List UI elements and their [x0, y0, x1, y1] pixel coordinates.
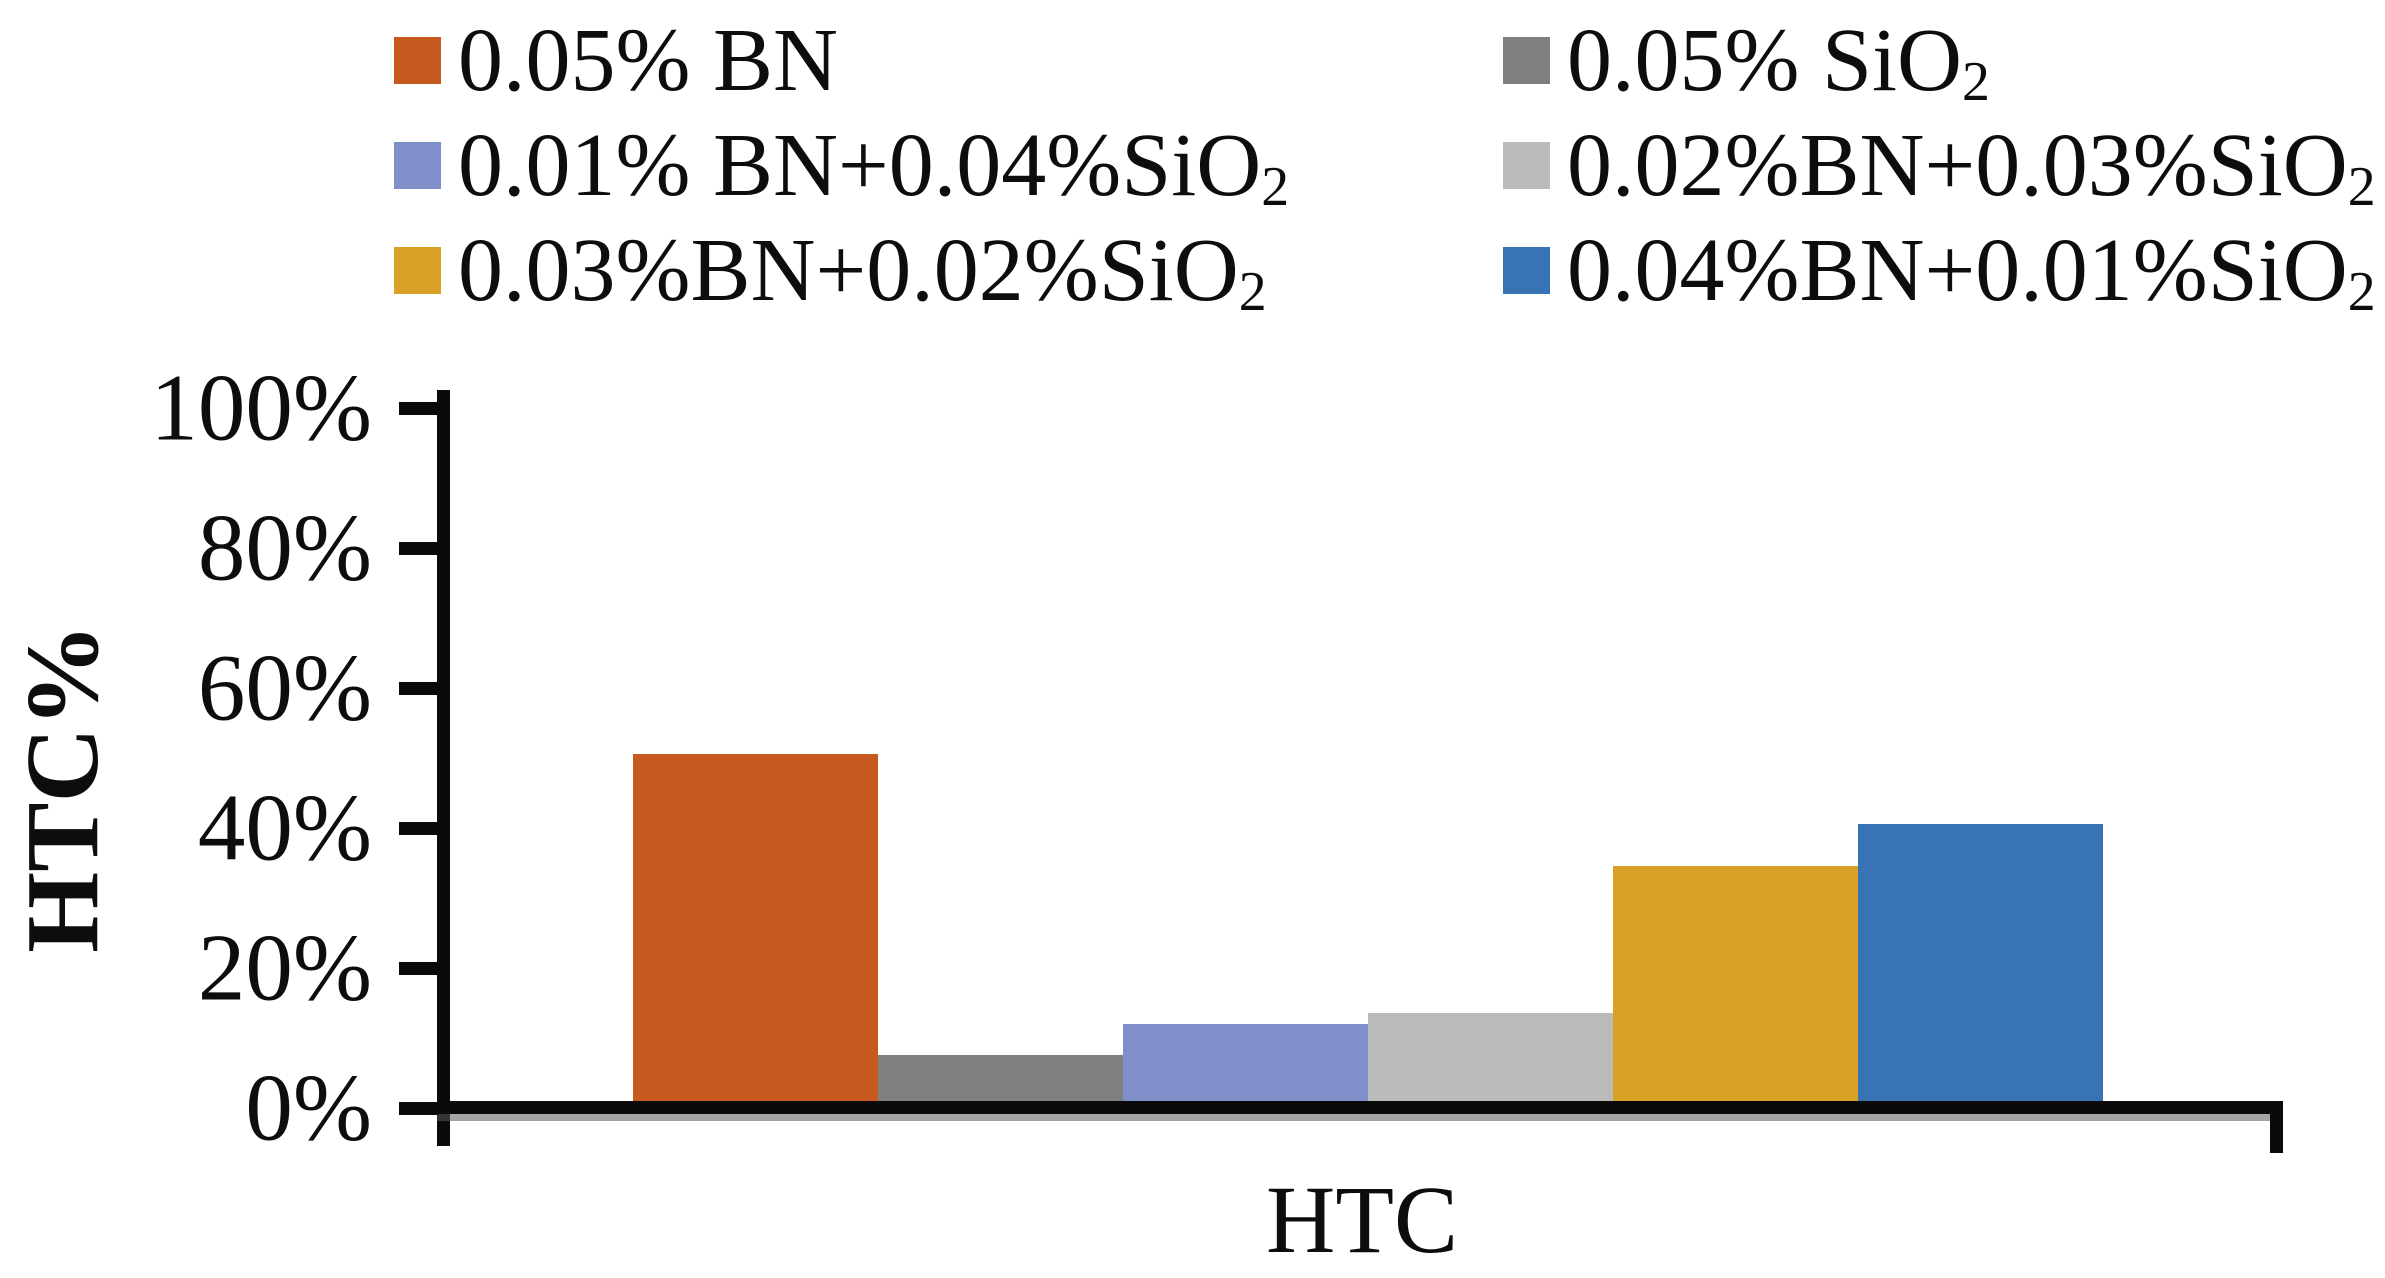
legend-label-subscript: 2 [2347, 260, 2376, 323]
y-axis [437, 390, 450, 1146]
legend-item: 0.03%BN+0.02%SiO2 [394, 218, 1503, 323]
y-tick [399, 682, 438, 695]
legend-label: 0.01% BN+0.04%SiO2 [458, 115, 1290, 218]
y-tick [399, 822, 438, 835]
bar-6 [1858, 824, 2103, 1104]
x-axis [437, 1101, 2283, 1114]
legend-swatch [394, 37, 441, 84]
bar-1 [633, 754, 878, 1104]
legend-label: 0.03%BN+0.02%SiO2 [458, 220, 1267, 323]
y-tick-label: 20% [197, 914, 372, 1021]
bar-4 [1368, 1013, 1613, 1104]
legend-label: 0.02%BN+0.03%SiO2 [1567, 115, 2376, 218]
legend: 0.05% BN 0.05% SiO2 0.01% BN+0.04%SiO2 0.02… [394, 8, 2385, 323]
legend-label: 0.04%BN+0.01%SiO2 [1567, 220, 2376, 323]
y-tick-label: 80% [197, 494, 372, 601]
legend-item: 0.05% SiO2 [1503, 8, 2385, 113]
y-tick [399, 1102, 438, 1115]
legend-label: 0.05% BN [458, 10, 838, 110]
y-tick [399, 402, 438, 415]
y-tick-label: 0% [245, 1054, 372, 1161]
bar-2 [878, 1055, 1123, 1104]
legend-swatch [394, 142, 441, 189]
y-tick [399, 542, 438, 555]
legend-label-subscript: 2 [1238, 260, 1267, 323]
y-tick-label: 40% [197, 774, 372, 881]
legend-swatch [1503, 247, 1550, 294]
legend-item: 0.02%BN+0.03%SiO2 [1503, 113, 2385, 218]
legend-item: 0.05% BN [394, 8, 1503, 113]
legend-item: 0.01% BN+0.04%SiO2 [394, 113, 1503, 218]
legend-label-subscript: 2 [1261, 155, 1290, 218]
legend-label: 0.05% SiO2 [1567, 10, 1990, 113]
y-tick-label: 100% [150, 354, 372, 461]
legend-item: 0.04%BN+0.01%SiO2 [1503, 218, 2385, 323]
legend-label-subscript: 2 [2347, 155, 2376, 218]
x-axis-end-tick [2270, 1101, 2283, 1153]
bar-3 [1123, 1023, 1368, 1104]
legend-swatch [1503, 142, 1550, 189]
legend-label-subscript: 2 [1962, 50, 1990, 113]
legend-swatch [394, 247, 441, 294]
x-axis-title: HTC [1266, 1166, 1458, 1273]
legend-swatch [1503, 37, 1550, 84]
y-tick [399, 962, 438, 975]
bar-5 [1613, 866, 1858, 1104]
y-tick-label: 60% [197, 634, 372, 741]
